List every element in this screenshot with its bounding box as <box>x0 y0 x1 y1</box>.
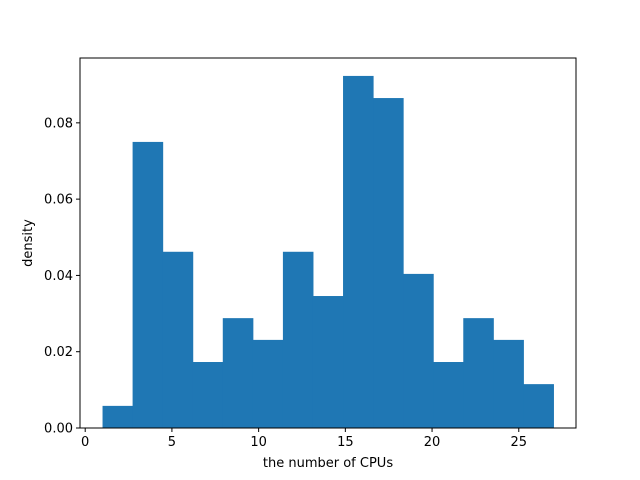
y-tick-label: 0.06 <box>44 193 73 208</box>
y-ticks: 0.00 0.02 0.04 0.06 0.08 <box>44 116 80 437</box>
histogram-bar-3 <box>192 362 224 428</box>
histogram-bar-11 <box>433 362 464 428</box>
x-tick-label: 25 <box>510 435 527 450</box>
histogram-bar-9 <box>373 98 404 428</box>
x-tick-label: 15 <box>337 435 354 450</box>
y-tick-label: 0.02 <box>44 345 73 360</box>
histogram-bar-5 <box>252 339 284 428</box>
histogram-bar-8 <box>343 75 374 429</box>
histogram-bar-2 <box>162 251 194 428</box>
histogram-bar-12 <box>463 318 494 428</box>
y-tick-label: 0.00 <box>44 422 73 437</box>
x-tick-label: 20 <box>424 435 441 450</box>
y-tick-label: 0.08 <box>44 116 73 131</box>
histogram-bar-7 <box>312 296 344 428</box>
bars-group <box>102 75 554 429</box>
histogram-bar-0 <box>102 405 134 428</box>
histogram-bar-1 <box>132 141 164 428</box>
y-axis-label: density <box>21 219 36 267</box>
x-tick-label: 0 <box>81 435 89 450</box>
x-ticks: 0 5 10 15 20 25 <box>81 428 527 450</box>
histogram-bar-6 <box>282 251 314 428</box>
y-tick-label: 0.04 <box>44 269 73 284</box>
axes-frame <box>79 57 577 429</box>
x-tick-label: 5 <box>168 435 176 450</box>
x-tick-label: 10 <box>250 435 267 450</box>
histogram-bar-13 <box>493 339 524 428</box>
x-axis-label: the number of CPUs <box>263 456 393 471</box>
histogram-bar-10 <box>403 273 434 428</box>
histogram-bar-14 <box>523 384 554 428</box>
histogram-bar-4 <box>222 318 254 428</box>
